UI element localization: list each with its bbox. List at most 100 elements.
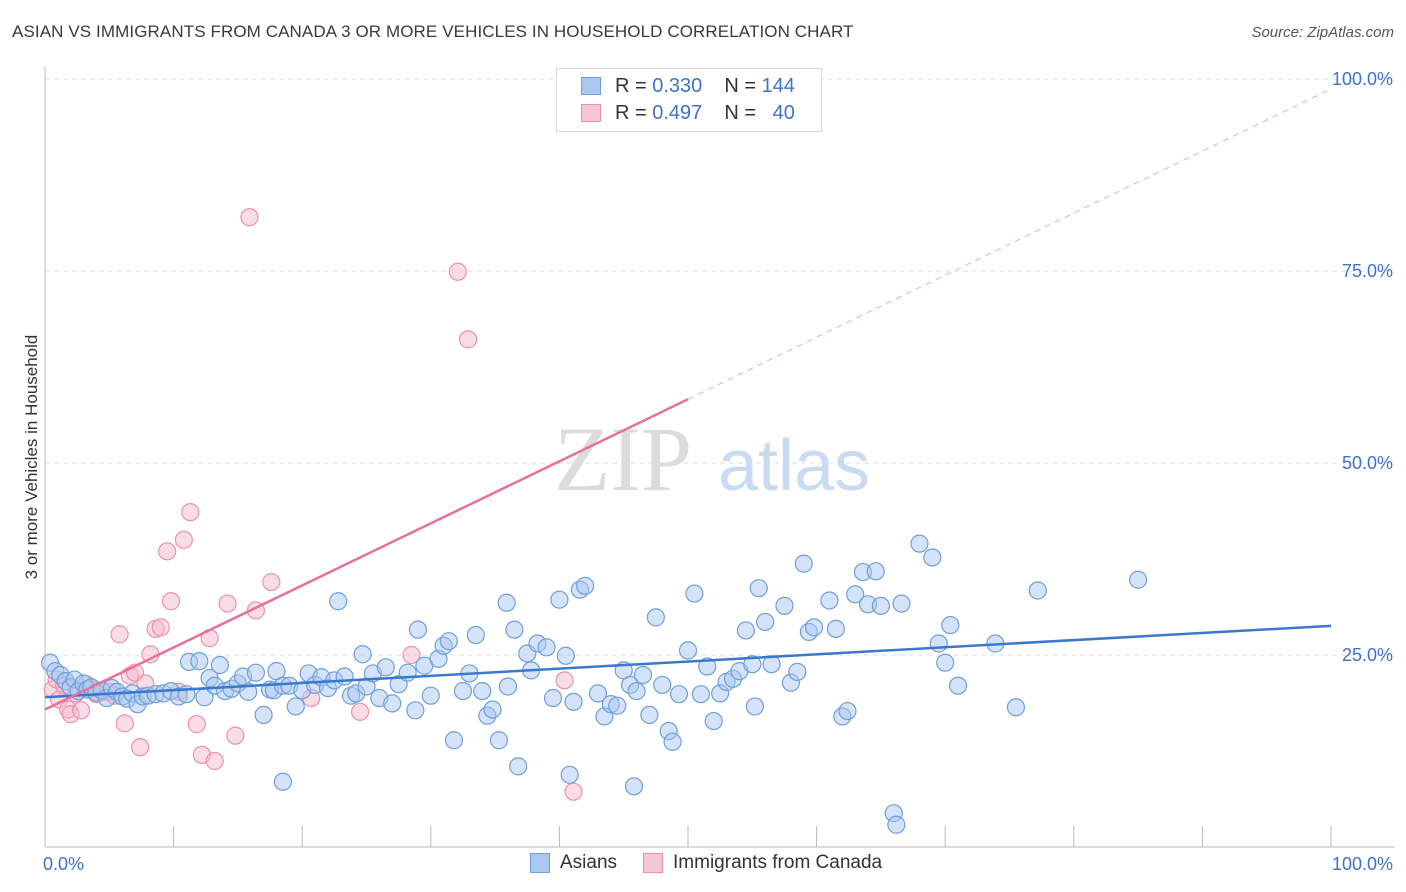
- data-point-immigrants: [205, 751, 224, 771]
- data-point-asians: [892, 594, 911, 613]
- trend-line-asians: [44, 624, 1332, 699]
- data-point-asians: [497, 593, 516, 612]
- data-point-asians: [691, 685, 710, 704]
- data-point-asians: [588, 684, 608, 703]
- stats-row-asians: R = 0.330 N = 144: [581, 74, 795, 98]
- data-point-asians: [254, 705, 273, 725]
- y-tick-label: 25.0%: [1342, 645, 1393, 665]
- x-tick-label: 0.0%: [43, 854, 84, 874]
- data-point-asians: [473, 681, 492, 701]
- legend-label: Asians: [560, 852, 618, 873]
- data-point-asians: [910, 534, 929, 553]
- data-point-asians: [948, 676, 968, 695]
- data-point-immigrants: [161, 592, 181, 611]
- r-value: 0.497: [652, 101, 703, 124]
- data-point-asians: [704, 711, 723, 731]
- data-point-asians: [1128, 570, 1148, 589]
- data-point-asians: [1028, 581, 1047, 600]
- data-point-asians: [489, 731, 509, 750]
- data-point-asians: [608, 696, 627, 715]
- data-point-asians: [550, 590, 569, 609]
- watermark: ZIP atlas: [554, 408, 870, 510]
- data-point-immigrants: [448, 262, 467, 281]
- legend-item-immigrants-from-canada[interactable]: Immigrants from Canada: [643, 852, 882, 874]
- data-point-asians: [871, 596, 891, 615]
- n-value: 144: [761, 74, 795, 97]
- data-point-asians: [663, 732, 682, 751]
- data-point-asians: [698, 657, 717, 676]
- data-point-asians: [556, 646, 575, 665]
- data-point-immigrants: [240, 208, 259, 227]
- data-point-asians: [775, 596, 794, 615]
- data-point-immigrants: [110, 625, 129, 644]
- trend-extension-immigrants: [687, 88, 1332, 400]
- data-point-immigrants: [174, 530, 193, 549]
- x-tick-label: 100.0%: [1332, 854, 1393, 874]
- r-label: R =: [615, 101, 647, 124]
- data-point-asians: [838, 701, 857, 721]
- data-point-asians: [820, 591, 839, 610]
- data-point-asians: [498, 677, 518, 696]
- data-point-asians: [329, 592, 348, 611]
- data-point-immigrants: [115, 714, 134, 733]
- data-point-asians: [190, 652, 209, 671]
- data-point-immigrants: [402, 645, 421, 665]
- data-point-asians: [353, 645, 372, 664]
- y-tick-label: 75.0%: [1342, 261, 1393, 281]
- data-point-asians: [627, 681, 646, 701]
- data-point-immigrants: [262, 572, 281, 592]
- data-point-asians: [743, 655, 762, 674]
- data-point-asians: [543, 688, 563, 708]
- data-point-asians: [453, 681, 473, 701]
- watermark-zip: ZIP: [554, 408, 692, 510]
- trend-line-immigrants: [44, 398, 689, 711]
- data-point-asians: [941, 615, 960, 635]
- data-point-asians: [804, 618, 824, 637]
- data-point-immigrants: [71, 701, 91, 720]
- data-point-asians: [923, 548, 942, 567]
- data-point-asians: [846, 585, 865, 604]
- chart-title: ASIAN VS IMMIGRANTS FROM CANADA 3 OR MOR…: [12, 22, 854, 41]
- data-point-asians: [1006, 698, 1026, 717]
- data-point-asians: [383, 694, 402, 713]
- data-point-asians: [406, 701, 425, 720]
- data-point-asians: [246, 663, 266, 682]
- data-point-asians: [408, 620, 428, 639]
- data-point-asians: [936, 653, 955, 672]
- y-tick-label: 100.0%: [1332, 69, 1393, 89]
- immigrants-swatch: [581, 104, 601, 122]
- data-point-asians: [273, 772, 293, 791]
- data-point-asians: [929, 634, 948, 653]
- data-point-asians: [376, 658, 395, 677]
- data-point-asians: [537, 638, 556, 657]
- data-point-asians: [678, 641, 698, 660]
- data-point-asians: [439, 632, 458, 651]
- legend-item-asians[interactable]: Asians: [530, 852, 617, 874]
- data-point-immigrants: [458, 330, 478, 349]
- asians-swatch: [581, 77, 601, 95]
- axes: [44, 67, 1395, 848]
- data-point-asians: [483, 700, 502, 719]
- data-point-asians: [560, 765, 579, 784]
- r-value: 0.330: [652, 74, 703, 97]
- n-value: 40: [772, 101, 795, 124]
- data-point-immigrants: [151, 618, 170, 637]
- stats-row-immigrants: R = 0.497 N = 40: [581, 101, 795, 125]
- trend-lines: [44, 88, 1332, 711]
- data-point-asians: [866, 562, 885, 581]
- data-point-asians: [745, 697, 764, 716]
- data-point-asians: [826, 619, 845, 638]
- chart-source: Source: ZipAtlas.com: [1251, 24, 1394, 41]
- r-label: R =: [615, 74, 647, 97]
- series-legend: Asians Immigrants from Canada: [530, 852, 908, 874]
- data-point-asians: [756, 612, 775, 632]
- data-point-asians: [749, 579, 768, 598]
- data-point-asians: [685, 584, 704, 603]
- gridlines: [45, 78, 1395, 656]
- data-point-immigrants: [187, 715, 206, 734]
- y-axis-label: 3 or more Vehicles in Household: [22, 335, 41, 580]
- data-point-asians: [466, 625, 485, 645]
- data-point-immigrants: [131, 738, 150, 757]
- y-tick-label: 50.0%: [1342, 453, 1393, 473]
